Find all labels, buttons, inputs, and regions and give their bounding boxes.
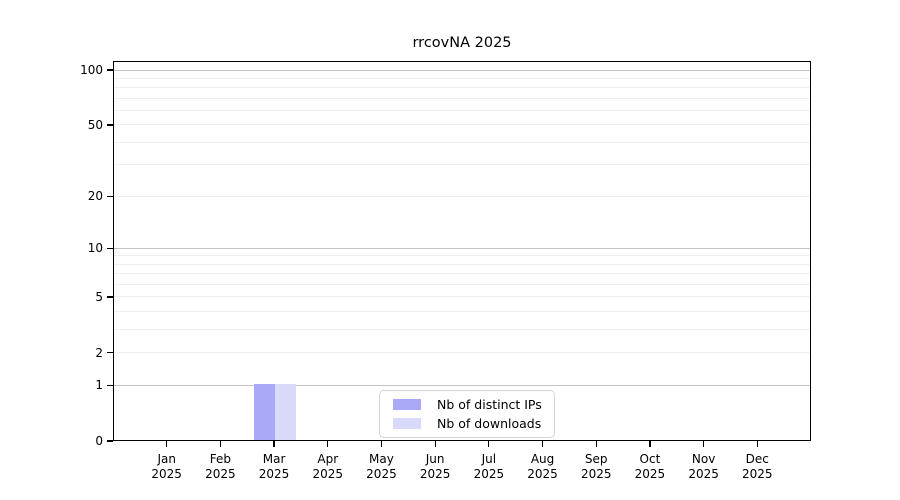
gridline-minor-2 bbox=[114, 352, 810, 354]
legend-item-distinct-ips: Nb of distinct IPs bbox=[393, 397, 542, 412]
y-tick-label: 1 bbox=[95, 378, 103, 393]
y-tick-label: 5 bbox=[95, 289, 103, 304]
gridline-minor-30 bbox=[114, 164, 810, 166]
gridline-minor-7 bbox=[114, 273, 810, 275]
x-tick-mark bbox=[380, 441, 383, 447]
legend: Nb of distinct IPs Nb of downloads bbox=[379, 390, 555, 438]
x-tick-mark bbox=[703, 441, 705, 447]
x-tick-label-jul: Jul 2025 bbox=[473, 452, 505, 481]
gridline-minor-3 bbox=[114, 329, 810, 331]
gridline-minor-5 bbox=[114, 296, 810, 298]
gridline-minor-80 bbox=[114, 87, 810, 89]
y-tick-mark bbox=[107, 195, 113, 197]
x-tick-label-jan: Jan 2025 bbox=[151, 452, 182, 481]
x-tick-label-feb: Feb 2025 bbox=[205, 452, 236, 481]
legend-swatch-distinct-ips bbox=[393, 399, 421, 410]
x-tick-mark bbox=[488, 441, 490, 447]
gridline-minor-4 bbox=[114, 311, 810, 313]
x-tick-mark bbox=[756, 441, 758, 447]
x-tick-mark bbox=[434, 441, 436, 447]
y-tick-label: 0 bbox=[95, 434, 103, 448]
bar-nb-of-distinct-ips-mar bbox=[254, 384, 276, 440]
x-tick-mark bbox=[327, 441, 329, 447]
x-tick-label-jun: Jun 2025 bbox=[419, 452, 451, 481]
x-tick-label-may: May 2025 bbox=[366, 452, 397, 481]
x-tick-label-aug: Aug 2025 bbox=[527, 452, 558, 481]
plot-area bbox=[113, 61, 811, 441]
y-tick-mark bbox=[107, 247, 113, 249]
x-tick-label-sep: Sep 2025 bbox=[580, 452, 612, 481]
gridline-major-100 bbox=[114, 69, 810, 71]
chart-title: rrcovNA 2025 bbox=[412, 35, 512, 51]
y-tick-label: 2 bbox=[95, 345, 103, 360]
x-tick-mark bbox=[219, 441, 221, 447]
x-tick-label-oct: Oct 2025 bbox=[634, 452, 666, 481]
gridline-major-10 bbox=[114, 247, 810, 249]
bar-nb-of-downloads-mar bbox=[275, 384, 297, 440]
x-tick-label-mar: Mar 2025 bbox=[258, 452, 290, 481]
gridline-minor-9 bbox=[114, 255, 810, 257]
y-tick-label: 50 bbox=[87, 117, 103, 132]
x-tick-mark bbox=[649, 441, 651, 447]
gridline-minor-90 bbox=[114, 77, 810, 79]
legend-label-downloads: Nb of downloads bbox=[437, 416, 542, 431]
legend-label-distinct-ips: Nb of distinct IPs bbox=[437, 397, 542, 412]
y-tick-mark bbox=[107, 124, 113, 126]
x-tick-label-nov: Nov 2025 bbox=[688, 452, 719, 481]
x-tick-label-dec: Dec 2025 bbox=[742, 452, 773, 481]
y-tick-label: 100 bbox=[80, 63, 103, 78]
x-tick-mark bbox=[273, 441, 275, 447]
x-tick-label-apr: Apr 2025 bbox=[312, 452, 344, 481]
y-tick-label: 10 bbox=[87, 241, 103, 256]
y-tick-mark bbox=[107, 384, 113, 386]
y-tick-mark bbox=[107, 352, 113, 354]
gridline-minor-70 bbox=[114, 97, 810, 99]
gridline-major-1 bbox=[114, 384, 810, 386]
legend-item-downloads: Nb of downloads bbox=[393, 416, 542, 431]
y-tick-mark bbox=[107, 440, 113, 442]
legend-swatch-downloads bbox=[393, 418, 421, 429]
y-tick-label: 20 bbox=[87, 189, 103, 204]
x-tick-mark bbox=[541, 441, 544, 447]
gridline-minor-6 bbox=[114, 284, 810, 286]
x-tick-mark bbox=[166, 441, 168, 447]
gridline-minor-8 bbox=[114, 263, 810, 265]
y-tick-mark bbox=[107, 296, 113, 298]
gridline-minor-50 bbox=[114, 124, 810, 126]
gridline-minor-60 bbox=[114, 110, 810, 112]
x-tick-mark bbox=[595, 441, 597, 447]
gridline-minor-40 bbox=[114, 141, 810, 143]
y-tick-mark bbox=[107, 69, 113, 71]
gridline-minor-20 bbox=[114, 195, 810, 197]
